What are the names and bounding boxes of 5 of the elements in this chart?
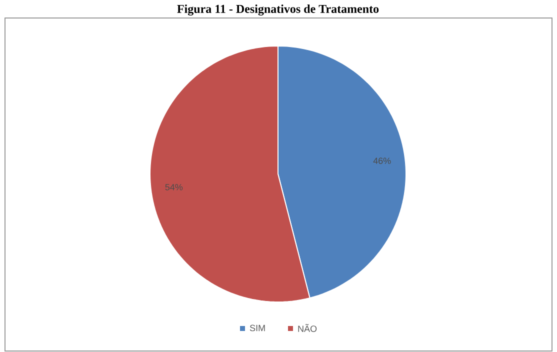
data-label: 46%: [373, 158, 391, 164]
legend-label: SIM: [250, 324, 265, 332]
data-label: 54%: [165, 184, 183, 190]
legend-label: NÃO: [298, 324, 317, 332]
chart-title: Figura 11 - Designativos de Tratamento: [177, 4, 379, 16]
